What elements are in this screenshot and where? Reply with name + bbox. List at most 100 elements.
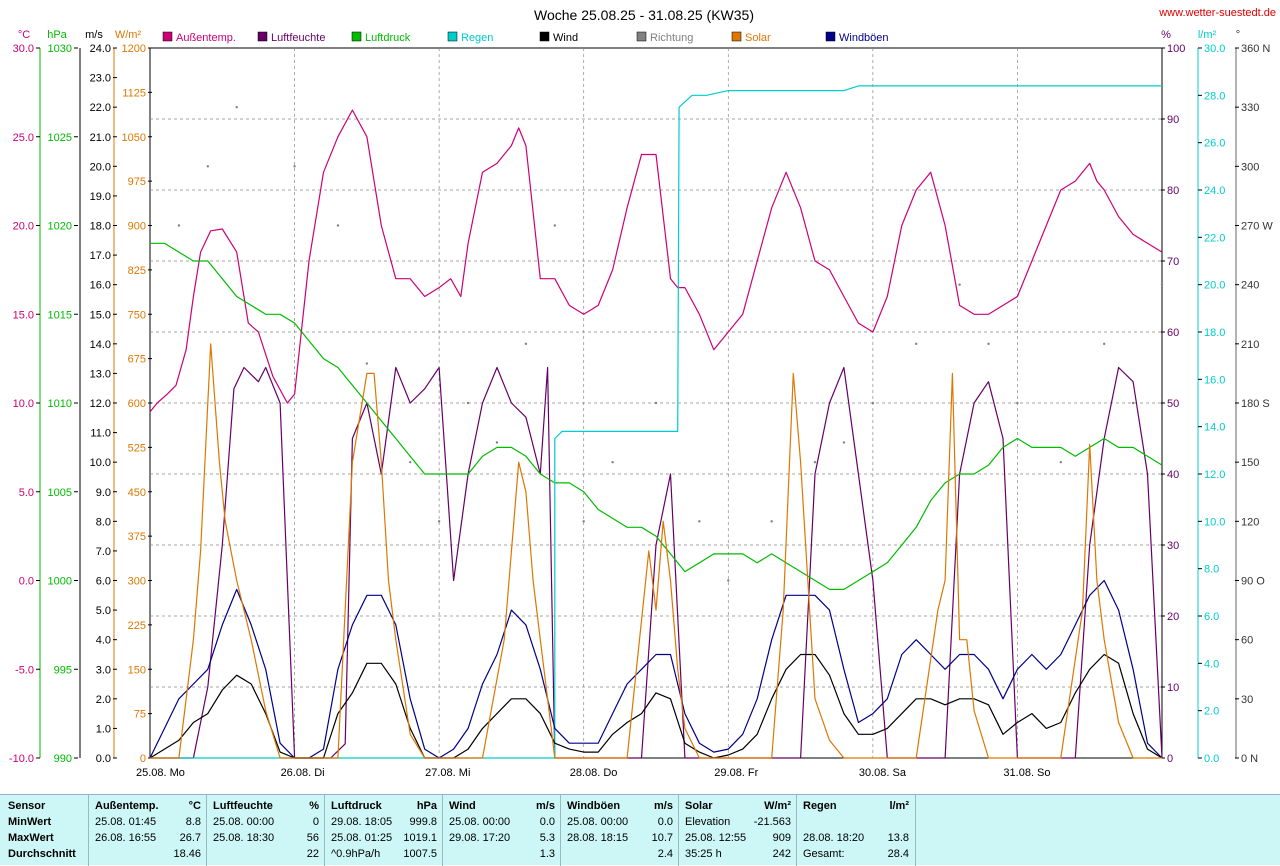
stats-time: 25.08. 00:00 — [567, 816, 629, 828]
direction-point — [654, 401, 658, 405]
wind-tick-label: 11.0 — [90, 428, 111, 440]
temp-tick-label: 10.0 — [13, 398, 34, 410]
day-label: 31.08. So — [1003, 767, 1050, 779]
series-line-au-entemp- — [149, 109, 1163, 413]
day-labels: 25.08. Mo 26.08. Di 27.08. Mi 28.08. Do 29.0… — [136, 767, 1051, 779]
stats-time: 25.08. 01:25 — [331, 832, 393, 844]
solar-tick-label: 450 — [128, 487, 146, 499]
direction-point — [582, 520, 585, 523]
stats-value: -21.563 — [753, 816, 791, 828]
direction-point — [1016, 401, 1019, 405]
rain-tick-label: 28.0 — [1204, 90, 1225, 102]
stats-value: 242 — [772, 848, 791, 860]
rain-tick-label: 30.0 — [1204, 43, 1225, 55]
solar-tick-label: 750 — [128, 309, 146, 321]
rain-tick-label: 12.0 — [1204, 469, 1225, 481]
wind-tick-label: 15.0 — [90, 309, 111, 321]
series-line-regen — [150, 85, 1162, 759]
humidity-tick-label: 100 — [1167, 43, 1185, 55]
humidity-tick-label: 90 — [1167, 114, 1179, 126]
weather-chart: Woche 25.08.25 - 31.08.25 (KW35) www.wet… — [9, 7, 1276, 779]
temp-tick-label: 15.0 — [13, 309, 34, 321]
wind-unit-label: m/s — [85, 29, 103, 41]
solar-tick-label: 1200 — [122, 43, 146, 55]
site-link[interactable]: www.wetter-suestedt.de — [1158, 7, 1276, 19]
solar-tick-label: 75 — [134, 709, 146, 721]
legend-label: Luftdruck — [365, 32, 411, 44]
humidity-tick-label: 0 — [1167, 753, 1173, 765]
rain-unit-label: l/m² — [1198, 29, 1217, 41]
stats-value: 26.7 — [179, 832, 201, 844]
stats-value: 5.3 — [539, 832, 555, 844]
stats-col-solar: Solar W/m² Elevation -21.563 25.08. 12:55 9… — [678, 795, 797, 866]
direction-tick-label: 60 — [1241, 635, 1253, 647]
legend-swatch — [447, 31, 458, 42]
stats-value: 56 — [306, 832, 319, 844]
direction-unit-label: ° — [1236, 29, 1240, 41]
stats-value: 1007.5 — [403, 848, 437, 860]
direction-point — [206, 165, 210, 168]
wind-tick-label: 24.0 — [90, 43, 111, 55]
temp-tick-label: 25.0 — [13, 132, 34, 144]
stats-value: 0 — [312, 816, 319, 828]
rain-tick-label: 20.0 — [1204, 280, 1225, 292]
stats-unit: l/m² — [889, 800, 909, 812]
legend-swatch — [351, 31, 362, 42]
rain-tick-label: 18.0 — [1204, 327, 1225, 339]
stats-time: 25.08. 00:00 — [213, 816, 275, 828]
series — [149, 85, 1164, 759]
stats-time: 25.08. 12:55 — [685, 832, 747, 844]
direction-tick-label: 240 — [1241, 280, 1259, 292]
wind-tick-label: 3.0 — [96, 664, 111, 676]
solar-tick-label: 1050 — [122, 132, 146, 144]
humidity-tick-label: 20 — [1167, 611, 1179, 623]
stats-unit: % — [309, 800, 319, 812]
solar-unit-label: W/m² — [115, 29, 142, 41]
temp-tick-label: 20.0 — [13, 221, 34, 233]
direction-tick-label: 330 — [1241, 102, 1259, 114]
direction-point — [1131, 401, 1135, 405]
solar-tick-label: 0 — [140, 753, 146, 765]
pressure-tick-label: 1015 — [48, 309, 72, 321]
stats-header: Windböen — [567, 800, 621, 812]
direction-point — [466, 401, 470, 405]
direction-tick-label: 210 — [1241, 339, 1259, 351]
stats-col-pressure: Luftdruck hPa 29.08. 18:05 999.8 25.08. 01… — [324, 795, 443, 866]
pressure-tick-label: 1000 — [48, 576, 72, 588]
temp-tick-label: 5.0 — [19, 487, 34, 499]
pressure-unit-label: hPa — [47, 29, 67, 41]
day-label: 30.08. Sa — [859, 767, 907, 779]
temp-tick-label: 0.0 — [19, 576, 34, 588]
solar-tick-label: 300 — [128, 576, 146, 588]
stats-header: Außentemp. — [95, 800, 159, 812]
direction-point — [235, 105, 238, 109]
wind-tick-label: 12.0 — [90, 398, 111, 410]
wind-tick-label: 19.0 — [90, 191, 111, 203]
stats-col-sensor: Sensor MinWert MaxWert Durchschnitt — [0, 795, 88, 866]
stats-value: 10.7 — [651, 832, 673, 844]
stats-header: Regen — [803, 800, 837, 812]
day-label: 29.08. Fr — [714, 767, 758, 779]
wind-tick-label: 2.0 — [96, 694, 111, 706]
pressure-tick-label: 1005 — [48, 487, 72, 499]
stats-unit: m/s — [654, 800, 673, 812]
direction-point — [495, 441, 499, 444]
direction-point — [958, 283, 961, 286]
series-line-luftfeuchte — [150, 366, 1163, 759]
wind-tick-label: 0.0 — [96, 753, 111, 765]
direction-tick-label: 270 W — [1241, 221, 1273, 233]
stats-value: 909 — [772, 832, 791, 844]
legend-label: Außentemp. — [176, 32, 236, 44]
stats-col-humidity: Luftfeuchte% 25.08. 00:00 0 25.08. 18:30 5… — [206, 795, 325, 866]
humidity-tick-label: 80 — [1167, 185, 1179, 197]
direction-point — [1160, 283, 1164, 286]
rain-tick-label: 8.0 — [1204, 564, 1219, 576]
stats-value: 8.8 — [185, 816, 201, 828]
solar-tick-label: 675 — [128, 354, 146, 366]
humidity-tick-label: 70 — [1167, 256, 1179, 268]
direction-point — [409, 460, 412, 464]
day-label: 26.08. Di — [281, 767, 325, 779]
stats-row-label: MaxWert — [8, 832, 54, 844]
legend: Außentemp. Luftfeuchte Luftdruck Regen Wind R… — [162, 31, 889, 44]
stats-unit: hPa — [416, 800, 437, 812]
